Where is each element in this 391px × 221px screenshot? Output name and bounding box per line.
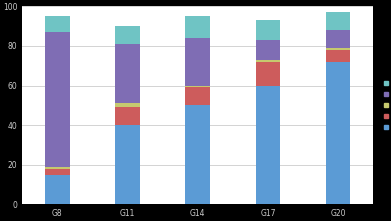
Bar: [45, 175, 70, 204]
Legend: , , , , : , , , ,: [383, 80, 389, 131]
Bar: [256, 20, 280, 40]
Bar: [256, 40, 280, 60]
Bar: [45, 169, 70, 175]
Bar: [45, 167, 70, 169]
Bar: [326, 48, 350, 50]
Bar: [115, 26, 140, 44]
Bar: [115, 103, 140, 107]
Bar: [185, 105, 210, 204]
Bar: [326, 12, 350, 30]
Bar: [115, 44, 140, 103]
Bar: [256, 62, 280, 86]
Bar: [185, 38, 210, 86]
Bar: [185, 88, 210, 105]
Bar: [45, 32, 70, 167]
Bar: [185, 16, 210, 38]
Bar: [326, 30, 350, 48]
Bar: [326, 50, 350, 62]
Bar: [115, 107, 140, 125]
Bar: [185, 86, 210, 88]
Bar: [256, 60, 280, 62]
Bar: [45, 16, 70, 32]
Bar: [115, 125, 140, 204]
Bar: [326, 62, 350, 204]
Bar: [256, 86, 280, 204]
